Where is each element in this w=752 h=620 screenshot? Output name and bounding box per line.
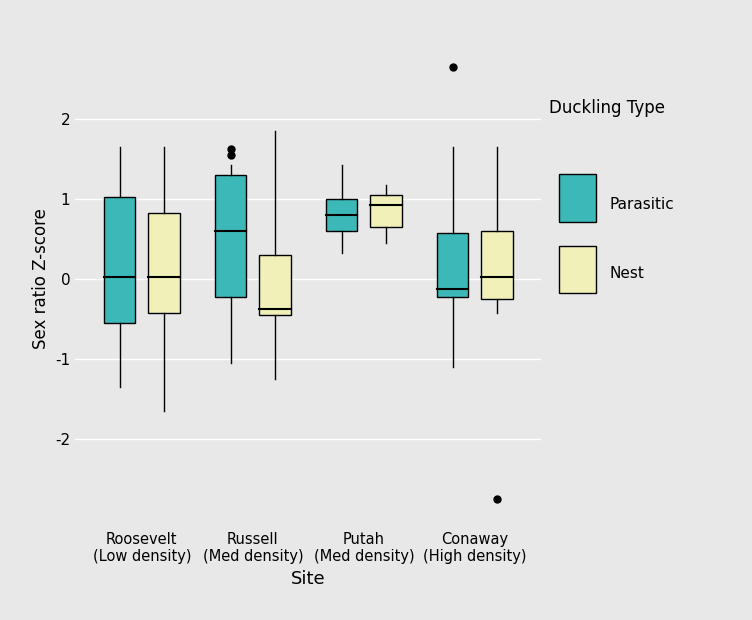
Y-axis label: Sex ratio Z-score: Sex ratio Z-score [32,208,50,350]
X-axis label: Site: Site [291,570,326,588]
Text: Nest: Nest [610,266,644,281]
Bar [104,197,135,323]
Bar [437,232,468,296]
Bar [148,213,180,312]
Text: Parasitic: Parasitic [610,197,675,212]
Bar [481,231,513,299]
Text: Duckling Type: Duckling Type [549,99,665,117]
Bar [326,199,357,231]
Bar [259,255,290,315]
Bar [215,175,246,296]
Bar [371,195,402,227]
